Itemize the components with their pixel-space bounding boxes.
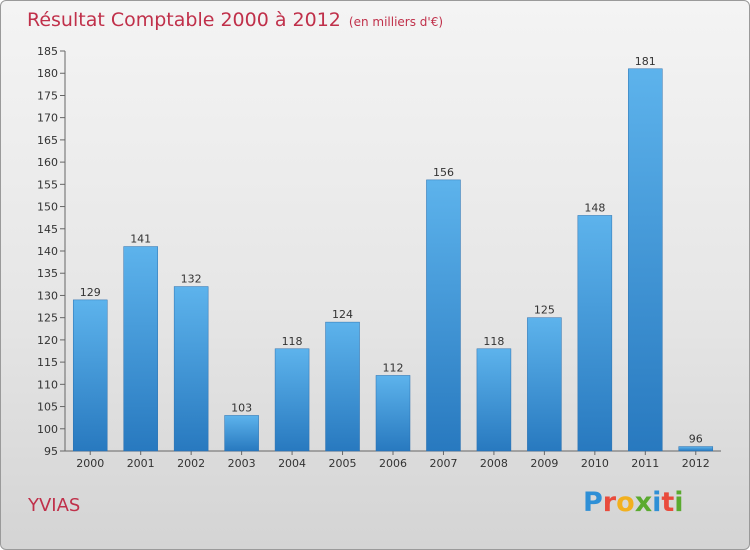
y-tick-label: 170: [37, 112, 58, 125]
x-tick-label: 2007: [429, 457, 457, 470]
y-tick-label: 140: [37, 245, 58, 258]
y-tick-label: 160: [37, 156, 58, 169]
x-tick-label: 2005: [329, 457, 357, 470]
bar-value-label: 148: [584, 201, 605, 214]
bar-2006: [375, 375, 411, 452]
y-tick-label: 115: [37, 356, 58, 369]
bar-value-label: 129: [80, 286, 101, 299]
bar-value-label: 118: [282, 335, 303, 348]
x-tick-label: 2011: [631, 457, 659, 470]
bar-2005: [325, 321, 360, 452]
bar-value-label: 118: [483, 335, 504, 348]
bar-2010: [577, 215, 613, 452]
bar-value-label: 112: [383, 361, 404, 374]
logo-letter: r: [602, 487, 617, 518]
bar-2008: [476, 348, 512, 452]
y-tick-label: 175: [37, 89, 58, 102]
y-tick-label: 150: [37, 201, 58, 214]
x-tick-label: 2006: [379, 457, 407, 470]
x-tick-label: 2002: [177, 457, 205, 470]
x-tick-label: 2010: [581, 457, 609, 470]
y-tick-label: 120: [37, 334, 58, 347]
bar-2002: [173, 286, 209, 452]
y-tick-label: 130: [37, 289, 58, 302]
bar-2001: [123, 246, 158, 452]
x-tick-label: 2004: [278, 457, 306, 470]
y-tick-label: 100: [37, 423, 58, 436]
y-tick-label: 180: [37, 67, 58, 80]
bar-2007: [426, 179, 461, 452]
bar-value-label: 124: [332, 308, 353, 321]
x-tick-label: 2012: [682, 457, 710, 470]
bar-2009: [527, 317, 562, 452]
bar-value-label: 181: [635, 55, 656, 68]
bar-value-label: 103: [231, 401, 252, 414]
chart-title-text: Résultat Comptable 2000 à 2012: [27, 9, 341, 31]
x-tick-label: 2000: [76, 457, 104, 470]
x-tick-label: 2001: [127, 457, 155, 470]
x-tick-label: 2003: [228, 457, 256, 470]
logo-letter: o: [616, 487, 635, 518]
bar-2012: [678, 446, 714, 452]
y-tick-label: 95: [44, 445, 58, 458]
bar-value-label: 141: [130, 233, 151, 246]
x-tick-label: 2009: [530, 457, 558, 470]
chart-subtitle: (en milliers d'€): [348, 15, 444, 29]
y-tick-label: 185: [37, 45, 58, 58]
bar-value-label: 132: [181, 273, 202, 286]
y-tick-label: 165: [37, 134, 58, 147]
y-tick-label: 135: [37, 267, 58, 280]
bar-2004: [274, 348, 310, 452]
logo-letter: P: [583, 487, 603, 518]
logo-letter: x: [634, 487, 653, 518]
bar-2003: [224, 415, 259, 452]
bar-2011: [628, 68, 663, 452]
bar-2000: [72, 299, 108, 452]
bar-value-label: 125: [534, 304, 555, 317]
commune-name: YVIAS: [28, 495, 81, 516]
chart-title: Résultat Comptable 2000 à 2012 (en millie…: [27, 9, 443, 31]
logo-letter: i: [652, 487, 662, 518]
y-tick-label: 105: [37, 401, 58, 414]
y-tick-label: 145: [37, 223, 58, 236]
y-tick-label: 155: [37, 178, 58, 191]
y-tick-label: 125: [37, 312, 58, 325]
bar-value-label: 156: [433, 166, 454, 179]
logo-letter: t: [661, 487, 675, 518]
x-tick-label: 2008: [480, 457, 508, 470]
bar-value-label: 96: [689, 433, 703, 446]
proxiti-logo[interactable]: Proxiti: [583, 487, 684, 518]
logo-letter: i: [674, 487, 684, 518]
y-tick-label: 110: [37, 378, 58, 391]
